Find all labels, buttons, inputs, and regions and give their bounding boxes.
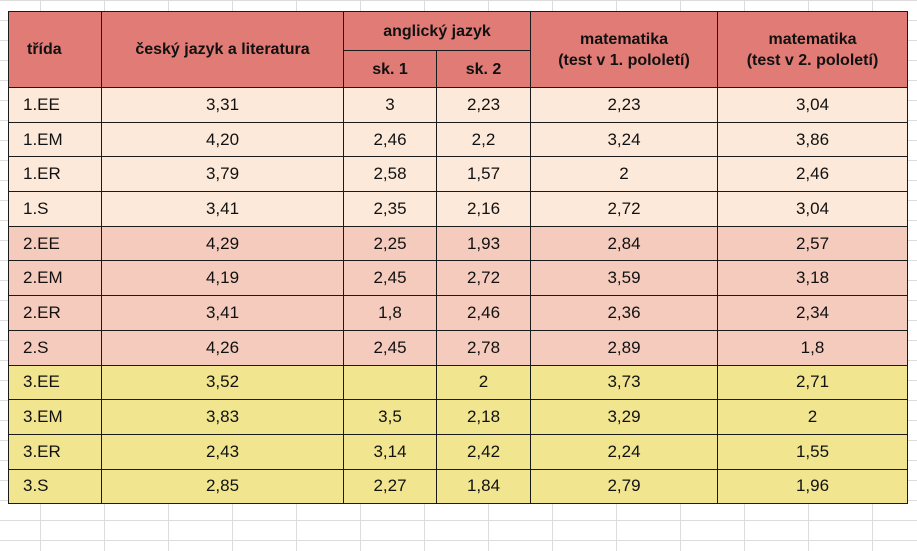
cell-cesky[interactable]: 4,19	[101, 260, 344, 297]
header-matematika-2[interactable]: matematika (test v 2. pololetí)	[717, 11, 908, 88]
header-matematika-1[interactable]: matematika (test v 1. pololetí)	[530, 11, 718, 88]
cell-trida[interactable]: 3.ER	[8, 433, 102, 470]
header-trida[interactable]: třída	[8, 11, 102, 88]
cell-cesky[interactable]: 3,41	[101, 295, 344, 331]
cell-sk2[interactable]: 2,23	[436, 87, 531, 123]
cell-sk1[interactable]: 2,45	[343, 260, 437, 297]
cell-sk2[interactable]: 2	[436, 364, 531, 401]
cell-mat2[interactable]: 2,46	[717, 156, 908, 193]
cell-mat2[interactable]: 3,18	[717, 260, 908, 297]
table-header: třída český jazyk a literatura anglický …	[8, 11, 908, 88]
cell-mat2[interactable]: 3,04	[717, 191, 908, 227]
cell-sk1[interactable]: 2,27	[343, 468, 437, 505]
cell-mat2[interactable]: 2,71	[717, 364, 908, 401]
cell-sk2[interactable]: 1,84	[436, 468, 531, 505]
cell-sk2[interactable]: 2,16	[436, 191, 531, 227]
cell-cesky[interactable]: 3,41	[101, 191, 344, 227]
header-anglicky-jazyk[interactable]: anglický jazyk	[343, 11, 531, 51]
cell-sk2[interactable]: 2,2	[436, 121, 531, 158]
cell-cesky[interactable]: 2,43	[101, 433, 344, 470]
cell-mat1[interactable]: 3,73	[530, 364, 718, 401]
cell-trida[interactable]: 3.S	[8, 468, 102, 505]
cell-sk1[interactable]: 3	[343, 87, 437, 123]
grades-table: třída český jazyk a literatura anglický …	[8, 11, 908, 505]
header-matematika-1-line2: (test v 1. pololetí)	[558, 51, 690, 69]
cell-sk2[interactable]: 2,18	[436, 399, 531, 435]
cell-sk1[interactable]: 2,46	[343, 121, 437, 158]
cell-trida[interactable]: 2.EE	[8, 225, 102, 262]
cell-cesky[interactable]: 4,29	[101, 225, 344, 262]
cell-sk2[interactable]: 2,42	[436, 433, 531, 470]
table-row: 3.S 2,85 2,27 1,84 2,79 1,96	[8, 468, 908, 505]
cell-mat2[interactable]: 3,04	[717, 87, 908, 123]
cell-sk1[interactable]: 2,58	[343, 156, 437, 193]
header-sk1[interactable]: sk. 1	[343, 50, 437, 88]
table-row: 2.S 4,26 2,45 2,78 2,89 1,8	[8, 329, 908, 366]
table-row: 2.EM 4,19 2,45 2,72 3,59 3,18	[8, 260, 908, 297]
cell-mat2[interactable]: 1,8	[717, 329, 908, 366]
cell-mat1[interactable]: 2	[530, 156, 718, 193]
cell-mat1[interactable]: 2,24	[530, 433, 718, 470]
cell-mat1[interactable]: 2,23	[530, 87, 718, 123]
cell-mat1[interactable]: 3,59	[530, 260, 718, 297]
table-row: 2.ER 3,41 1,8 2,46 2,36 2,34	[8, 295, 908, 331]
header-sk2[interactable]: sk. 2	[436, 50, 531, 88]
cell-cesky[interactable]: 2,85	[101, 468, 344, 505]
table-row: 3.ER 2,43 3,14 2,42 2,24 1,55	[8, 433, 908, 470]
cell-mat1[interactable]: 2,84	[530, 225, 718, 262]
header-matematika-2-line2: (test v 2. pololetí)	[746, 51, 879, 69]
cell-mat1[interactable]: 2,36	[530, 295, 718, 331]
cell-trida[interactable]: 1.S	[8, 191, 102, 227]
cell-sk2[interactable]: 2,72	[436, 260, 531, 297]
table-row: 1.EE 3,31 3 2,23 2,23 3,04	[8, 87, 908, 123]
cell-cesky[interactable]: 3,79	[101, 156, 344, 193]
table-row: 1.ER 3,79 2,58 1,57 2 2,46	[8, 156, 908, 193]
cell-mat1[interactable]: 3,29	[530, 399, 718, 435]
cell-trida[interactable]: 2.EM	[8, 260, 102, 297]
cell-sk1[interactable]: 3,5	[343, 399, 437, 435]
cell-mat2[interactable]: 3,86	[717, 121, 908, 158]
cell-mat2[interactable]: 2,34	[717, 295, 908, 331]
cell-mat1[interactable]: 2,72	[530, 191, 718, 227]
cell-mat1[interactable]: 3,24	[530, 121, 718, 158]
cell-mat2[interactable]: 1,55	[717, 433, 908, 470]
table-body: 1.EE 3,31 3 2,23 2,23 3,04 1.EM 4,20 2,46 2,2 3,24…	[8, 87, 908, 505]
cell-trida[interactable]: 3.EE	[8, 364, 102, 401]
cell-mat2[interactable]: 2	[717, 399, 908, 435]
cell-mat2[interactable]: 1,96	[717, 468, 908, 505]
cell-sk2[interactable]: 2,78	[436, 329, 531, 366]
table-row: 3.EE 3,52 2 3,73 2,71	[8, 364, 908, 401]
cell-sk1[interactable]: 2,35	[343, 191, 437, 227]
table-row: 3.EM 3,83 3,5 2,18 3,29 2	[8, 399, 908, 435]
cell-trida[interactable]: 1.EE	[8, 87, 102, 123]
cell-sk1[interactable]: 2,25	[343, 225, 437, 262]
table-row: 1.EM 4,20 2,46 2,2 3,24 3,86	[8, 121, 908, 158]
cell-sk2[interactable]: 1,93	[436, 225, 531, 262]
cell-trida[interactable]: 2.ER	[8, 295, 102, 331]
cell-sk1[interactable]	[343, 364, 437, 401]
cell-cesky[interactable]: 3,83	[101, 399, 344, 435]
header-cesky-jazyk[interactable]: český jazyk a literatura	[101, 11, 344, 88]
cell-cesky[interactable]: 3,31	[101, 87, 344, 123]
cell-cesky[interactable]: 3,52	[101, 364, 344, 401]
cell-cesky[interactable]: 4,26	[101, 329, 344, 366]
header-matematika-2-line1: matematika	[768, 30, 857, 48]
cell-sk1[interactable]: 2,45	[343, 329, 437, 366]
cell-mat1[interactable]: 2,89	[530, 329, 718, 366]
cell-cesky[interactable]: 4,20	[101, 121, 344, 158]
cell-trida[interactable]: 3.EM	[8, 399, 102, 435]
table-row: 2.EE 4,29 2,25 1,93 2,84 2,57	[8, 225, 908, 262]
cell-sk1[interactable]: 1,8	[343, 295, 437, 331]
cell-trida[interactable]: 1.EM	[8, 121, 102, 158]
cell-trida[interactable]: 2.S	[8, 329, 102, 366]
cell-mat1[interactable]: 2,79	[530, 468, 718, 505]
cell-sk2[interactable]: 1,57	[436, 156, 531, 193]
cell-mat2[interactable]: 2,57	[717, 225, 908, 262]
table-row: 1.S 3,41 2,35 2,16 2,72 3,04	[8, 191, 908, 227]
header-matematika-1-line1: matematika	[579, 30, 669, 48]
cell-sk1[interactable]: 3,14	[343, 433, 437, 470]
cell-trida[interactable]: 1.ER	[8, 156, 102, 193]
cell-sk2[interactable]: 2,46	[436, 295, 531, 331]
